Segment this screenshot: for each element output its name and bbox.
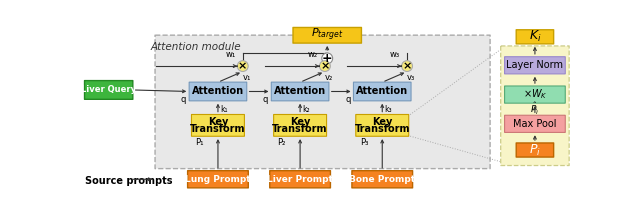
Text: P₂: P₂ <box>278 138 286 148</box>
FancyBboxPatch shape <box>271 82 329 101</box>
Text: Attention: Attention <box>274 87 326 97</box>
FancyBboxPatch shape <box>189 82 247 101</box>
Text: q: q <box>263 95 268 104</box>
Text: $\hat{P}_i$: $\hat{P}_i$ <box>531 101 540 117</box>
Text: k₂: k₂ <box>303 105 310 113</box>
FancyBboxPatch shape <box>516 143 554 157</box>
Text: q: q <box>181 95 186 104</box>
Text: +: + <box>322 52 333 65</box>
FancyBboxPatch shape <box>356 115 409 136</box>
Text: w₂: w₂ <box>308 50 318 59</box>
FancyBboxPatch shape <box>352 171 413 188</box>
Circle shape <box>402 61 412 71</box>
Text: Attention: Attention <box>192 87 244 97</box>
Text: v₁: v₁ <box>243 73 251 82</box>
FancyBboxPatch shape <box>504 86 565 103</box>
Text: Key: Key <box>290 117 310 127</box>
Circle shape <box>237 61 248 71</box>
Text: v₂: v₂ <box>325 73 333 82</box>
Text: Transform: Transform <box>273 124 328 134</box>
Text: Bone Prompt: Bone Prompt <box>349 175 415 184</box>
Text: P₃: P₃ <box>360 138 368 148</box>
FancyBboxPatch shape <box>188 171 248 188</box>
Text: ×: × <box>320 61 330 71</box>
Circle shape <box>319 61 330 71</box>
FancyBboxPatch shape <box>274 115 326 136</box>
Text: Transform: Transform <box>190 124 246 134</box>
Text: Liver Prompt: Liver Prompt <box>267 175 333 184</box>
Text: ×: × <box>403 61 412 71</box>
Circle shape <box>322 53 333 64</box>
FancyBboxPatch shape <box>500 46 569 166</box>
Text: Attention: Attention <box>356 87 408 97</box>
Text: $P_{target}$: $P_{target}$ <box>311 27 344 43</box>
Text: Max Pool: Max Pool <box>513 119 557 129</box>
Text: Transform: Transform <box>355 124 410 134</box>
FancyBboxPatch shape <box>504 57 565 74</box>
Text: $P_i$: $P_i$ <box>529 142 541 158</box>
Text: q: q <box>345 95 351 104</box>
Text: Lung Prompt: Lung Prompt <box>185 175 251 184</box>
Text: w₃: w₃ <box>390 50 400 59</box>
FancyBboxPatch shape <box>155 35 490 169</box>
Text: k₁: k₁ <box>220 105 228 113</box>
Text: $K_i$: $K_i$ <box>529 29 541 44</box>
FancyBboxPatch shape <box>293 28 362 43</box>
Text: Liver Query: Liver Query <box>81 85 136 94</box>
Text: k₃: k₃ <box>385 105 392 113</box>
Text: ×: × <box>238 61 248 71</box>
Text: Attention module: Attention module <box>150 42 241 52</box>
Text: Layer Norm: Layer Norm <box>506 60 563 70</box>
Text: w₁: w₁ <box>225 50 236 59</box>
Text: Key: Key <box>208 117 228 127</box>
Text: v₃: v₃ <box>407 73 415 82</box>
Text: P₁: P₁ <box>195 138 204 148</box>
FancyBboxPatch shape <box>84 81 133 99</box>
FancyBboxPatch shape <box>504 115 565 132</box>
FancyBboxPatch shape <box>353 82 411 101</box>
FancyBboxPatch shape <box>269 171 330 188</box>
FancyBboxPatch shape <box>191 115 244 136</box>
Text: Source prompts: Source prompts <box>84 176 172 186</box>
Text: $\times W_K$: $\times W_K$ <box>523 88 547 102</box>
FancyBboxPatch shape <box>516 30 554 44</box>
Text: Key: Key <box>372 117 392 127</box>
